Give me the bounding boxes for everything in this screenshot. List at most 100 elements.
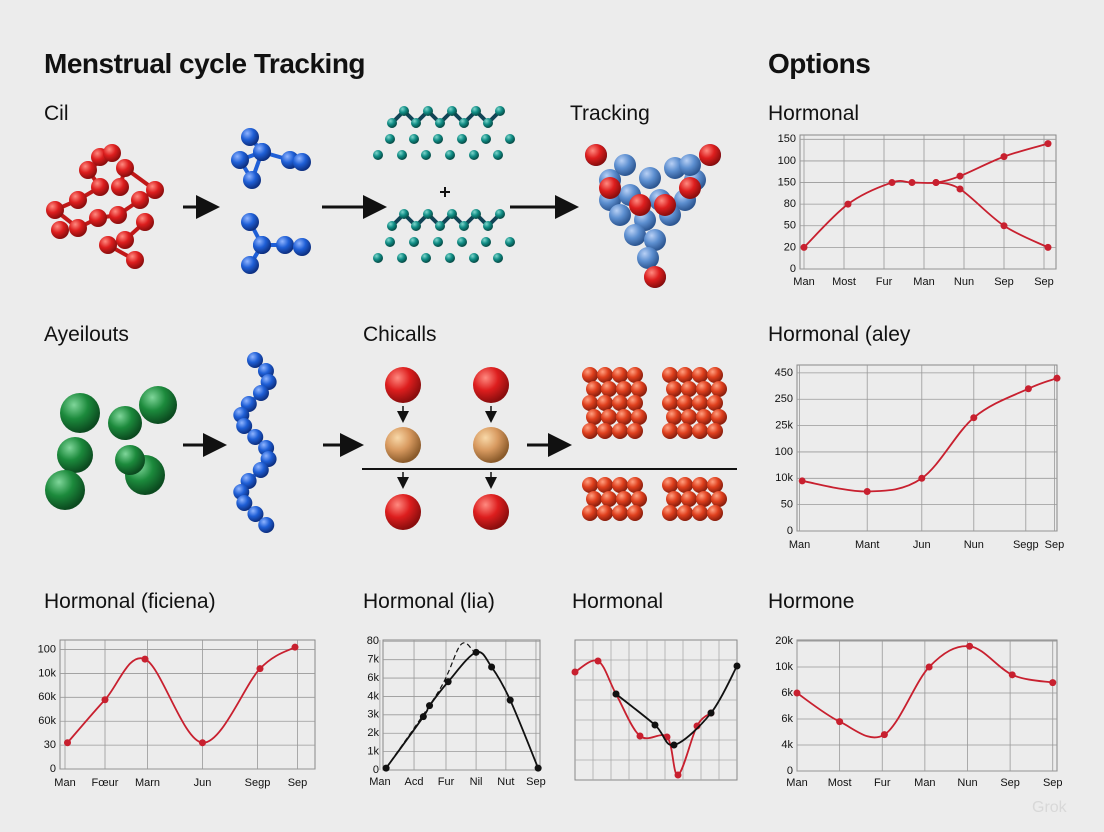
x-tick-label: Nun xyxy=(954,276,974,288)
atom xyxy=(692,477,708,493)
data-point xyxy=(472,648,480,656)
plot-frame xyxy=(59,639,316,770)
line-chart: Hormonal (lia) 0 1k 2k 3k 4k 6k 7k 80 Man Acd Fur Ni… xyxy=(363,590,546,788)
x-tick-label: Fur xyxy=(874,777,891,789)
molecule xyxy=(373,209,515,263)
data-point xyxy=(1044,243,1052,251)
y-tick-label: 3k xyxy=(367,709,379,721)
line-chart: Hormonal (aley 0 50 10k 100 25k 250 450 Man Mant J… xyxy=(768,323,1064,551)
atom xyxy=(411,118,421,128)
atom xyxy=(469,150,479,160)
atom xyxy=(582,423,598,439)
data-point xyxy=(970,414,978,422)
atom xyxy=(231,151,249,169)
atom xyxy=(612,477,628,493)
atom xyxy=(707,395,723,411)
y-tick-label: 100 xyxy=(778,155,796,167)
atom xyxy=(586,409,602,425)
data-point xyxy=(918,474,926,482)
y-tick-label: 100 xyxy=(775,446,793,458)
atom xyxy=(252,462,269,478)
atom xyxy=(409,134,419,144)
data-point xyxy=(534,764,542,772)
y-tick-label: 10k xyxy=(775,661,793,673)
y-tick-label: 0 xyxy=(787,765,793,777)
atom xyxy=(385,494,421,530)
atom xyxy=(423,209,433,219)
data-point xyxy=(612,690,620,698)
atom xyxy=(109,206,127,224)
molecule xyxy=(582,367,647,439)
x-tick-label: Sep xyxy=(1045,539,1065,551)
data-point xyxy=(488,663,496,671)
atom xyxy=(495,106,505,116)
y-tick-label: 20 xyxy=(784,241,796,253)
x-tick-label: Sep xyxy=(288,777,308,789)
y-tick-label: 50 xyxy=(781,499,793,511)
atom xyxy=(696,409,712,425)
atom xyxy=(79,161,97,179)
atom xyxy=(677,505,693,521)
plot-frame xyxy=(796,639,1058,772)
atom xyxy=(711,491,727,507)
atom xyxy=(627,477,643,493)
atom xyxy=(423,106,433,116)
x-tick-label: Man xyxy=(369,776,390,788)
y-tick-label: 0 xyxy=(790,263,796,275)
x-tick-label: Fur xyxy=(876,276,893,288)
series-line xyxy=(935,181,1049,249)
plot-frame xyxy=(799,134,1057,270)
atom xyxy=(597,395,613,411)
atom xyxy=(247,429,264,445)
series-line xyxy=(803,142,1049,249)
atom xyxy=(699,144,721,166)
atom xyxy=(51,221,69,239)
x-tick-label: Sep xyxy=(1034,276,1054,288)
x-tick-label: Man xyxy=(789,539,810,551)
atom xyxy=(473,367,509,403)
data-point xyxy=(844,200,852,208)
x-tick-label: Nut xyxy=(497,776,514,788)
data-point xyxy=(925,663,933,671)
atom xyxy=(136,213,154,231)
section-label: Cil xyxy=(44,102,69,125)
atom xyxy=(253,143,271,161)
atom xyxy=(666,381,682,397)
atom xyxy=(445,253,455,263)
data-point xyxy=(932,179,940,187)
data-point xyxy=(798,477,806,485)
atom xyxy=(116,231,134,249)
x-tick-label: Fœur xyxy=(92,777,119,789)
data-point xyxy=(956,185,964,193)
x-tick-label: Nun xyxy=(957,777,977,789)
molecule xyxy=(662,367,727,439)
atom xyxy=(692,423,708,439)
atom xyxy=(677,367,693,383)
atom xyxy=(616,491,632,507)
atom xyxy=(258,517,275,533)
x-tick-label: Man xyxy=(54,777,75,789)
x-tick-label: Nil xyxy=(470,776,483,788)
watermark: Grok xyxy=(1032,799,1068,816)
atom xyxy=(597,477,613,493)
molecule xyxy=(373,106,515,160)
y-tick-label: 10k xyxy=(38,667,56,679)
y-tick-label: 80 xyxy=(784,198,796,210)
y-tick-label: 10k xyxy=(775,472,793,484)
atom xyxy=(469,253,479,263)
data-point xyxy=(863,487,871,495)
atom xyxy=(696,381,712,397)
y-tick-label: 80 xyxy=(367,635,379,647)
atom xyxy=(582,395,598,411)
data-point xyxy=(670,741,678,749)
line-chart: Hormone 0 4k 6k 6k 10k 20k Man Most Fur Man Nun Sep S… xyxy=(768,590,1063,789)
atom xyxy=(241,213,259,231)
atom xyxy=(399,209,409,219)
data-point xyxy=(836,718,844,726)
atom xyxy=(612,423,628,439)
atom xyxy=(45,470,85,510)
atom xyxy=(677,423,693,439)
atom xyxy=(473,427,509,463)
y-tick-label: 60k xyxy=(38,691,56,703)
atom xyxy=(493,253,503,263)
